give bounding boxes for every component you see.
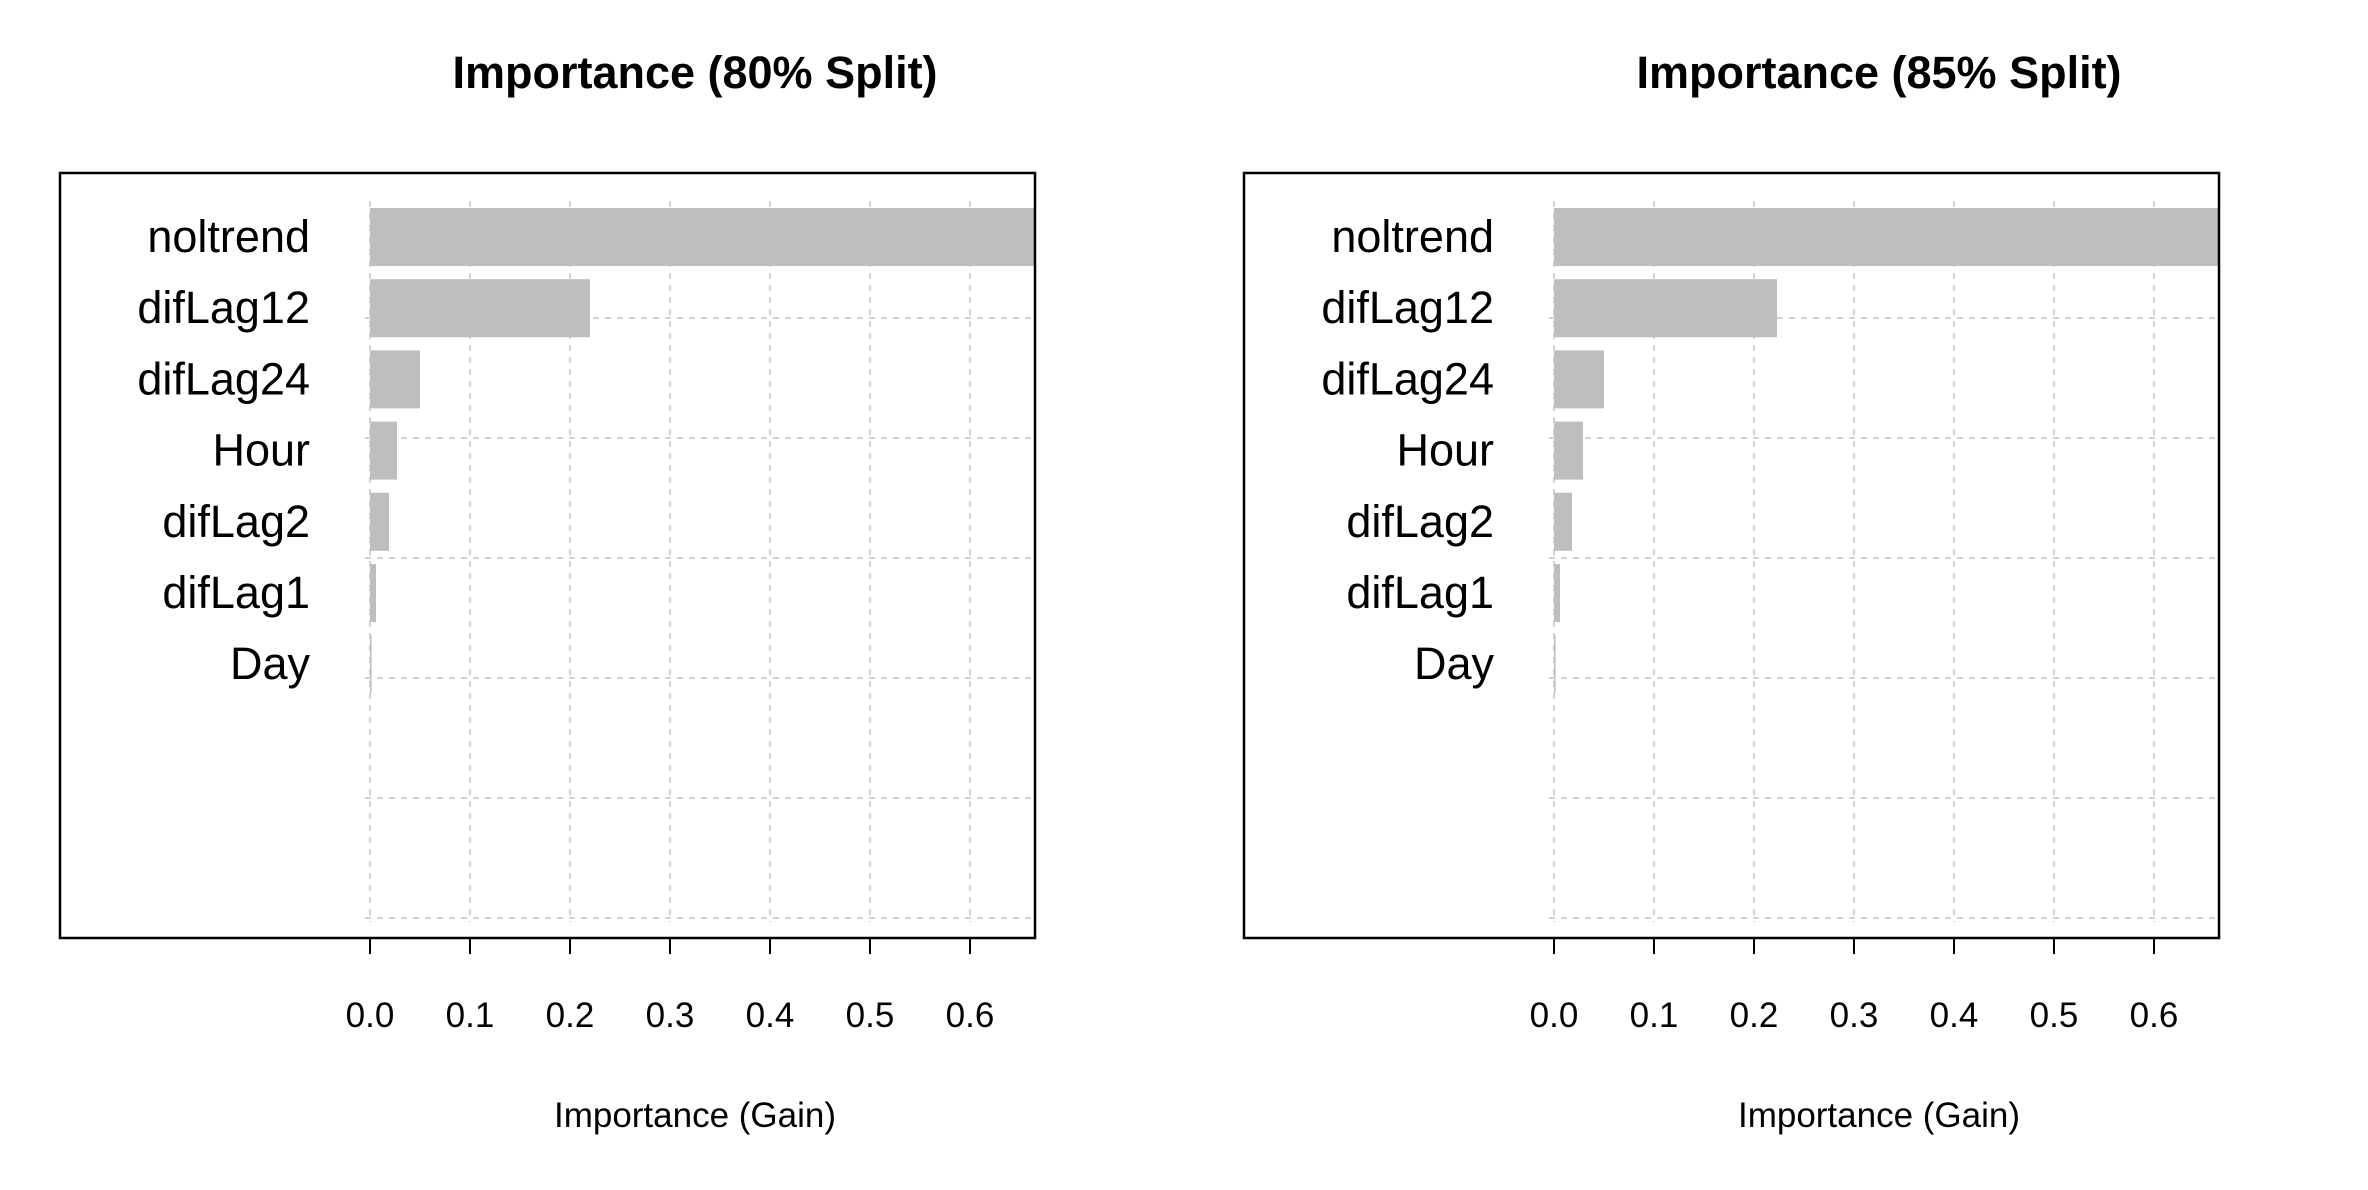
category-label: difLag2 xyxy=(162,496,310,547)
x-tick-label: 0.2 xyxy=(546,996,595,1035)
x-tick-label: 0.4 xyxy=(746,996,795,1035)
bar-Day xyxy=(370,635,372,694)
x-axis: 0.0 0.1 0.2 0.3 0.4 0.5 0.6 xyxy=(346,937,995,1035)
x-axis: 0.0 0.1 0.2 0.3 0.4 0.5 0.6 xyxy=(1530,937,2179,1035)
category-label: difLag1 xyxy=(1346,567,1494,618)
importance-chart-80: noltrend difLag12 difLag24 Hour difLag2 difLa… xyxy=(58,47,1037,1135)
bars xyxy=(1554,208,2219,694)
category-label: Hour xyxy=(1396,425,1494,476)
x-tick-label: 0.5 xyxy=(2030,996,2079,1035)
x-tick-label: 0.4 xyxy=(1930,996,1979,1035)
chart-title: Importance (80% Split) xyxy=(452,47,937,98)
x-tick-label: 0.0 xyxy=(1530,996,1579,1035)
bar-noltrend xyxy=(370,208,1035,266)
x-tick-label: 0.1 xyxy=(446,996,495,1035)
bars xyxy=(370,208,1035,694)
bar-Hour xyxy=(370,421,397,480)
category-label: Day xyxy=(1414,638,1495,689)
category-label: Hour xyxy=(212,425,310,476)
category-label: difLag12 xyxy=(1321,282,1494,333)
x-tick-label: 0.0 xyxy=(346,996,395,1035)
x-tick-label: 0.3 xyxy=(646,996,695,1035)
bar-difLag12 xyxy=(1554,279,1777,338)
bar-noltrend xyxy=(1554,208,2219,266)
bar-Hour xyxy=(1554,421,1583,480)
bar-Day xyxy=(1554,635,1556,694)
bar-difLag2 xyxy=(1554,492,1572,551)
category-label: difLag24 xyxy=(1321,353,1494,404)
bar-difLag1 xyxy=(1554,564,1560,622)
x-tick-label: 0.3 xyxy=(1830,996,1879,1035)
x-tick-label: 0.6 xyxy=(2130,996,2179,1035)
bar-difLag2 xyxy=(370,492,389,551)
category-label: Day xyxy=(230,638,311,689)
bar-difLag12 xyxy=(370,279,590,338)
x-axis-title: Importance (Gain) xyxy=(1738,1096,2020,1135)
chart-title: Importance (85% Split) xyxy=(1636,47,2121,98)
category-label: difLag2 xyxy=(1346,496,1494,547)
x-tick-label: 0.2 xyxy=(1730,996,1779,1035)
x-axis-title: Importance (Gain) xyxy=(554,1096,836,1135)
category-label: difLag12 xyxy=(137,282,310,333)
chart-svg-85: noltrend difLag12 difLag24 Hour difLag2 difLa… xyxy=(1242,47,2221,1135)
grid-lines xyxy=(1549,201,2219,922)
category-label: difLag24 xyxy=(137,353,310,404)
bar-difLag1 xyxy=(370,564,376,622)
x-tick-label: 0.1 xyxy=(1630,996,1679,1035)
bar-difLag24 xyxy=(1554,350,1604,409)
chart-svg-80: noltrend difLag12 difLag24 Hour difLag2 difLa… xyxy=(58,47,1037,1135)
bar-difLag24 xyxy=(370,350,420,409)
importance-chart-85: noltrend difLag12 difLag24 Hour difLag2 difLa… xyxy=(1184,0,2368,1190)
x-tick-label: 0.6 xyxy=(946,996,995,1035)
category-label: noltrend xyxy=(147,211,310,262)
category-label: noltrend xyxy=(1331,211,1494,262)
x-tick-label: 0.5 xyxy=(846,996,895,1035)
category-label: difLag1 xyxy=(162,567,310,618)
